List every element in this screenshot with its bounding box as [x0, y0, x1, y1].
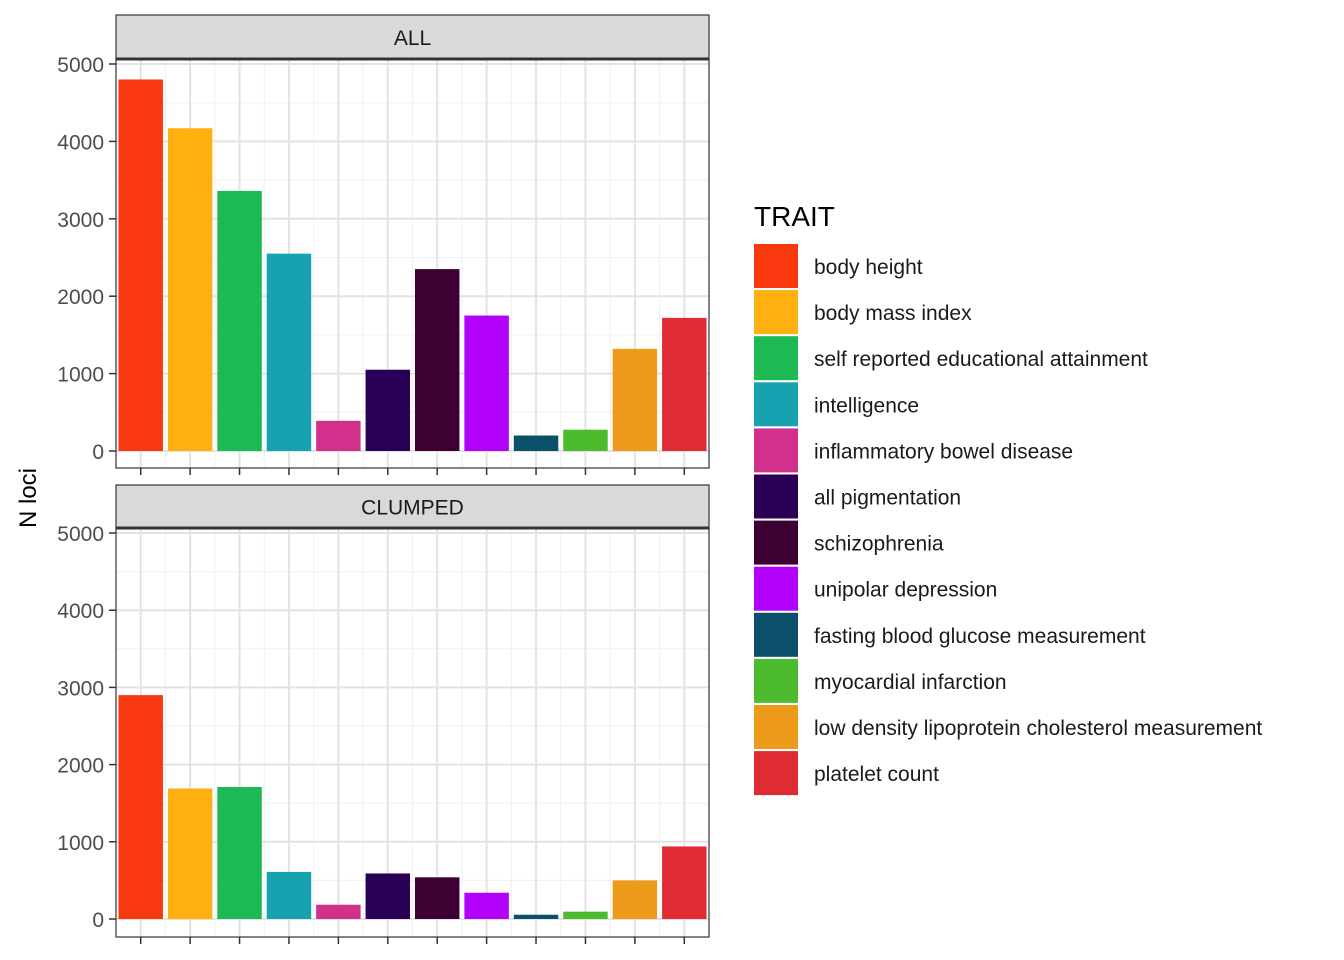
legend-item: all pigmentation — [754, 474, 961, 519]
legend-key — [754, 382, 798, 427]
legend-key — [754, 520, 798, 565]
y-axis-label: N loci — [15, 468, 42, 528]
legend-label: body height — [814, 256, 923, 279]
bar-unipolar-depression — [464, 315, 509, 451]
bar-low-density-lipoprotein-cholesterol-measurement — [612, 348, 658, 451]
facet-strip-label: ALL — [394, 27, 431, 50]
y-tick-label: 2000 — [57, 755, 104, 778]
bar-intelligence — [266, 253, 312, 451]
legend-title: TRAIT — [754, 201, 835, 232]
legend-key — [754, 705, 798, 749]
panel-clumped: CLUMPED 0 1000 2000 3000 4000 5000 — [57, 484, 710, 944]
legend-item: body height — [754, 244, 923, 288]
y-tick-label: 4000 — [57, 600, 104, 623]
legend-key — [754, 751, 798, 796]
bar-intelligence — [266, 871, 312, 919]
legend-item: self reported educational attainment — [754, 336, 1148, 381]
bar-all-pigmentation — [365, 873, 411, 919]
legend-key — [754, 290, 798, 335]
legend-label: body mass index — [814, 302, 972, 325]
legend-label: low density lipoprotein cholesterol meas… — [814, 717, 1262, 740]
bar-inflammatory-bowel-disease — [316, 420, 361, 451]
y-tick-label: 1000 — [57, 364, 104, 387]
bar-fasting-blood-glucose-measurement — [513, 435, 559, 451]
legend-label: schizophrenia — [814, 533, 944, 556]
legend-item: fasting blood glucose measurement — [754, 612, 1146, 657]
legend-key — [754, 612, 798, 657]
legend: TRAIT body height body mass index self rep… — [754, 201, 1262, 796]
y-tick-label: 5000 — [57, 54, 104, 77]
bar-body-mass-index — [167, 128, 213, 451]
legend-item: myocardial infarction — [754, 658, 1007, 703]
legend-label: inflammatory bowel disease — [814, 440, 1073, 463]
legend-label: intelligence — [814, 394, 919, 417]
bar-platelet-count — [662, 846, 707, 919]
bar-myocardial-infarction — [563, 429, 608, 451]
bar-fasting-blood-glucose-measurement — [513, 914, 559, 919]
legend-label: fasting blood glucose measurement — [814, 625, 1146, 648]
y-tick-label: 5000 — [57, 523, 104, 546]
facet-strip-label: CLUMPED — [361, 497, 464, 520]
bar-body-height — [118, 695, 163, 919]
legend-key — [754, 658, 798, 703]
bar-body-height — [118, 79, 163, 451]
y-tick-label: 2000 — [57, 286, 104, 309]
bar-all-pigmentation — [365, 369, 411, 451]
bar-body-mass-index — [167, 788, 213, 919]
legend-key — [754, 474, 798, 519]
y-tick-label: 4000 — [57, 131, 104, 154]
legend-key — [754, 244, 798, 288]
bar-inflammatory-bowel-disease — [316, 904, 361, 919]
legend-item: body mass index — [754, 290, 972, 335]
legend-item: unipolar depression — [754, 566, 997, 611]
facet-panels: ALL 0 1000 2000 3000 4000 5000 CLUMPED 0 1000 2000… — [57, 14, 710, 944]
legend-key — [754, 428, 798, 473]
bar-schizophrenia — [414, 877, 460, 919]
legend-label: self reported educational attainment — [814, 348, 1148, 371]
legend-item: inflammatory bowel disease — [754, 428, 1073, 473]
facet-strip — [115, 484, 710, 529]
bar-low-density-lipoprotein-cholesterol-measurement — [612, 880, 658, 919]
y-tick-label: 1000 — [57, 832, 104, 855]
y-tick-label: 0 — [92, 909, 104, 932]
facet-strip — [115, 14, 710, 60]
bar-schizophrenia — [414, 269, 460, 451]
bar-myocardial-infarction — [563, 911, 608, 919]
bar-platelet-count — [662, 317, 707, 451]
legend-item: low density lipoprotein cholesterol meas… — [754, 705, 1262, 749]
y-tick-label: 3000 — [57, 209, 104, 232]
bar-self-reported-educational-attainment — [217, 190, 262, 451]
legend-item: platelet count — [754, 751, 939, 796]
legend-label: all pigmentation — [814, 487, 961, 510]
legend-item: schizophrenia — [754, 520, 944, 565]
legend-items: body height body mass index self reported … — [754, 244, 1262, 796]
legend-label: platelet count — [814, 763, 939, 786]
bar-unipolar-depression — [464, 892, 509, 919]
bar-self-reported-educational-attainment — [217, 786, 262, 919]
legend-label: myocardial infarction — [814, 671, 1007, 694]
y-tick-label: 3000 — [57, 677, 104, 700]
legend-label: unipolar depression — [814, 579, 997, 602]
panel-all: ALL 0 1000 2000 3000 4000 5000 — [57, 14, 710, 475]
legend-key — [754, 566, 798, 611]
legend-item: intelligence — [754, 382, 919, 427]
legend-key — [754, 336, 798, 381]
y-tick-label: 0 — [92, 441, 104, 464]
